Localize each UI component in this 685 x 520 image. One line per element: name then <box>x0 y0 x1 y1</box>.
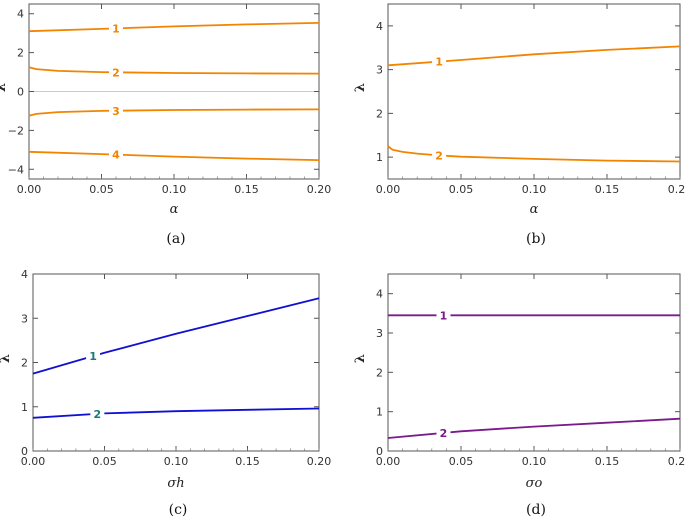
chart-panel-3: 0.00 0.05 0.10 0.15 0.20 0 1 2 3 4 σh λ (c) 1 2 <box>0 268 331 518</box>
y-tick-label: 4 <box>376 288 383 301</box>
x-tick-label: 0.20 <box>307 183 332 196</box>
y-axis-label: λ <box>353 83 368 92</box>
series-label-bg <box>436 309 451 322</box>
plot-frame <box>32 273 320 452</box>
chart-panel-1: 0.00 0.05 0.10 0.15 0.20 −4 −2 0 2 4 α λ (a) 1 2 3 4 <box>0 3 332 247</box>
series-line-2 <box>387 145 681 163</box>
y-tick-label: −4 <box>8 163 24 176</box>
series-line-2 <box>28 66 320 75</box>
panel-caption: (b) <box>526 231 546 247</box>
y-tick-label: 2 <box>376 107 383 120</box>
x-axis-label: σh <box>167 476 184 491</box>
series-line-1 <box>387 45 681 67</box>
panel-caption: (c) <box>169 502 188 518</box>
x-tick-label: 0.05 <box>449 455 474 468</box>
series-label-bg <box>432 55 447 68</box>
series-label: 4 <box>112 149 120 162</box>
y-tick-label: 1 <box>376 406 383 419</box>
panel-caption: (d) <box>526 502 546 518</box>
x-tick-label: 0.15 <box>234 183 259 196</box>
x-tick-label: 0.15 <box>595 183 620 196</box>
series-label: 2 <box>112 66 120 79</box>
series-line-2 <box>387 417 681 439</box>
series-label: 3 <box>112 105 120 118</box>
chart-panel-2: 0.00 0.05 0.10 0.15 0.20 1 2 3 4 α λ (b) 1 2 <box>353 3 685 247</box>
y-axis-label: λ <box>0 354 13 363</box>
x-tick-label: 0.20 <box>668 455 685 468</box>
y-tick-label: 2 <box>17 47 24 60</box>
x-axis-label: σo <box>526 476 543 491</box>
x-tick-label: 0.00 <box>376 455 401 468</box>
y-tick-label: 4 <box>376 20 383 33</box>
y-tick-label: 4 <box>17 8 24 21</box>
series-label: 2 <box>440 427 448 440</box>
x-tick-label: 0.10 <box>164 455 189 468</box>
series-line-3 <box>28 108 320 117</box>
x-axis-label: α <box>170 202 179 217</box>
x-tick-label: 0.15 <box>235 455 260 468</box>
series-line-1 <box>28 22 320 33</box>
y-tick-label: 0 <box>21 445 28 458</box>
series-label-bg <box>436 426 451 439</box>
x-tick-label: 0.10 <box>522 183 547 196</box>
series-label: 1 <box>89 350 97 363</box>
series-label-bg <box>109 148 123 161</box>
series-label-bg <box>90 407 105 420</box>
x-tick-label: 0.10 <box>522 455 547 468</box>
x-tick-label: 0.00 <box>21 455 46 468</box>
x-tick-label: 0.15 <box>595 455 620 468</box>
series-line-2 <box>32 407 320 419</box>
series-label: 1 <box>440 309 448 322</box>
y-axis-label: λ <box>353 354 368 363</box>
y-tick-label: 3 <box>376 327 383 340</box>
x-tick-label: 0.05 <box>449 183 474 196</box>
series-label: 2 <box>435 149 443 162</box>
y-axis-label: λ <box>0 83 9 92</box>
y-tick-label: 3 <box>21 312 28 325</box>
y-tick-label: 2 <box>376 366 383 379</box>
x-tick-label: 0.20 <box>307 455 332 468</box>
y-tick-label: 1 <box>21 401 28 414</box>
series-label-bg <box>432 149 447 162</box>
x-tick-label: 0.10 <box>162 183 187 196</box>
series-line-4 <box>28 150 320 161</box>
series-label: 1 <box>435 56 443 69</box>
chart-panel-4: 0.00 0.05 0.10 0.15 0.20 0 1 2 3 4 σo λ (d) 1 2 <box>353 273 685 518</box>
series-label-bg <box>86 350 101 363</box>
series-label: 1 <box>112 22 120 35</box>
y-tick-label: 1 <box>376 151 383 164</box>
x-tick-label: 0.00 <box>376 183 401 196</box>
series-label-bg <box>109 66 123 79</box>
x-tick-label: 0.00 <box>17 183 42 196</box>
y-tick-label: 2 <box>21 357 28 370</box>
series-label-bg <box>109 104 123 117</box>
x-tick-label: 0.05 <box>92 455 117 468</box>
series-line-1 <box>32 297 320 375</box>
y-tick-label: −2 <box>8 124 24 137</box>
x-tick-label: 0.05 <box>89 183 114 196</box>
y-tick-label: 3 <box>376 64 383 77</box>
x-tick-label: 0.20 <box>668 183 685 196</box>
y-tick-label: 0 <box>17 86 24 99</box>
series-label: 2 <box>94 408 102 421</box>
x-axis-label: α <box>530 202 539 217</box>
series-label-bg <box>109 22 123 35</box>
plot-frame <box>387 273 681 452</box>
plot-frame <box>387 3 681 180</box>
y-tick-label: 4 <box>21 268 28 281</box>
panel-caption: (a) <box>166 231 185 247</box>
y-tick-label: 0 <box>376 445 383 458</box>
